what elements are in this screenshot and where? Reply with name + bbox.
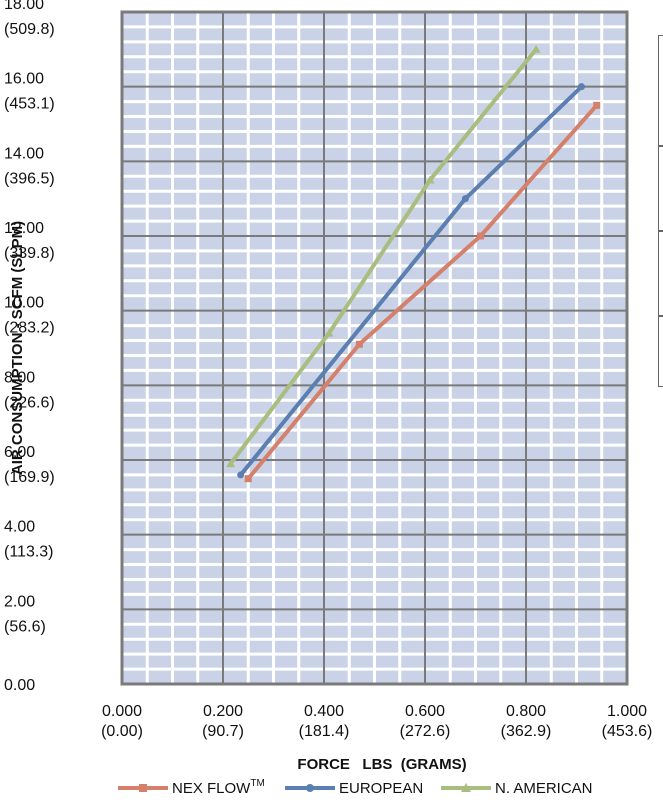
marker-triangle xyxy=(324,328,334,337)
y-tick-label: 10.00 xyxy=(4,295,44,312)
y-tick-sublabel: (453.1) xyxy=(4,96,55,113)
x-tick-sublabel: (272.6) xyxy=(400,723,451,740)
y-tick-label: 16.00 xyxy=(4,71,44,88)
legend-label: NEX FLOWTM xyxy=(172,778,265,797)
legend-item: EUROPEAN xyxy=(285,780,423,797)
x-tick-label: 1.000 xyxy=(607,703,647,720)
marker-circle xyxy=(461,195,469,203)
series-nex-flow xyxy=(244,101,601,483)
series-line xyxy=(246,104,599,480)
y-tick-sublabel: (226.6) xyxy=(4,394,55,411)
marker-triangle xyxy=(425,175,435,184)
y-tick-label: 0.00 xyxy=(4,677,35,694)
marker-square xyxy=(139,784,147,792)
y-tick-sublabel: (283.2) xyxy=(4,320,55,337)
marker-square xyxy=(593,101,601,109)
legend-label: N. AMERICAN xyxy=(495,780,593,797)
y-tick-label: 6.00 xyxy=(4,444,35,461)
marker-circle xyxy=(237,471,245,479)
plot-border xyxy=(120,10,629,686)
y-tick-label: 12.00 xyxy=(4,220,44,237)
marker-triangle xyxy=(461,783,471,792)
marker-triangle xyxy=(226,459,236,468)
x-tick-label: 0.400 xyxy=(304,703,344,720)
y-tick-label: 18.00 xyxy=(4,0,44,13)
table-edge-fragment xyxy=(658,230,663,317)
legend-item: N. AMERICAN xyxy=(441,780,593,797)
y-tick-label: 14.00 xyxy=(4,145,44,162)
marker-square xyxy=(477,232,485,240)
x-tick-sublabel: (453.6) xyxy=(602,723,653,740)
marker-circle xyxy=(578,83,586,91)
x-tick-sublabel: (90.7) xyxy=(202,723,244,740)
table-edge-fragment xyxy=(658,35,663,147)
y-tick-label: 8.00 xyxy=(4,369,35,386)
marker-circle xyxy=(306,784,314,792)
series-layer xyxy=(226,44,601,483)
y-axis-ticks: 0.00 2.00 (56.6) 4.00 (113.3) 6.00 (169.9) 8.00… xyxy=(4,0,55,694)
y-tick-sublabel: (396.5) xyxy=(4,170,55,187)
y-tick-label: 4.00 xyxy=(4,519,35,536)
x-axis-title: FORCE LBS (GRAMS) xyxy=(297,756,466,773)
y-axis-title: AIR CONSUMPTION - SCFM (SLPM) xyxy=(9,221,26,475)
x-tick-sublabel: (181.4) xyxy=(299,723,350,740)
x-tick-label: 0.200 xyxy=(203,703,243,720)
y-tick-sublabel: (509.8) xyxy=(4,21,55,38)
y-tick-label: 2.00 xyxy=(4,593,35,610)
marker-square xyxy=(244,475,252,483)
series-n-american xyxy=(226,44,541,468)
table-edge-fragment xyxy=(658,145,663,232)
table-edge-fragment xyxy=(658,315,663,387)
series-european xyxy=(237,83,586,479)
y-tick-sublabel: (339.8) xyxy=(4,245,55,262)
x-tick-label: 0.000 xyxy=(102,703,142,720)
y-tick-sublabel: (56.6) xyxy=(4,618,46,635)
x-tick-label: 0.800 xyxy=(506,703,546,720)
legend-label: EUROPEAN xyxy=(339,780,423,797)
x-tick-label: 0.600 xyxy=(405,703,445,720)
series-line xyxy=(228,48,538,465)
marker-square xyxy=(355,340,363,348)
x-axis-ticks: 0.000 (0.00) 0.200 (90.7) 0.400 (181.4) 0.600 (… xyxy=(101,703,652,740)
x-tick-sublabel: (362.9) xyxy=(501,723,552,740)
minor-grid xyxy=(122,12,627,684)
y-tick-sublabel: (169.9) xyxy=(4,469,55,486)
legend-item: NEX FLOWTM xyxy=(118,778,265,797)
marker-triangle xyxy=(531,44,541,53)
x-tick-sublabel: (0.00) xyxy=(101,723,143,740)
y-tick-sublabel: (113.3) xyxy=(4,544,54,561)
legend: NEX FLOWTM EUROPEAN N. AMERICAN xyxy=(118,778,593,797)
